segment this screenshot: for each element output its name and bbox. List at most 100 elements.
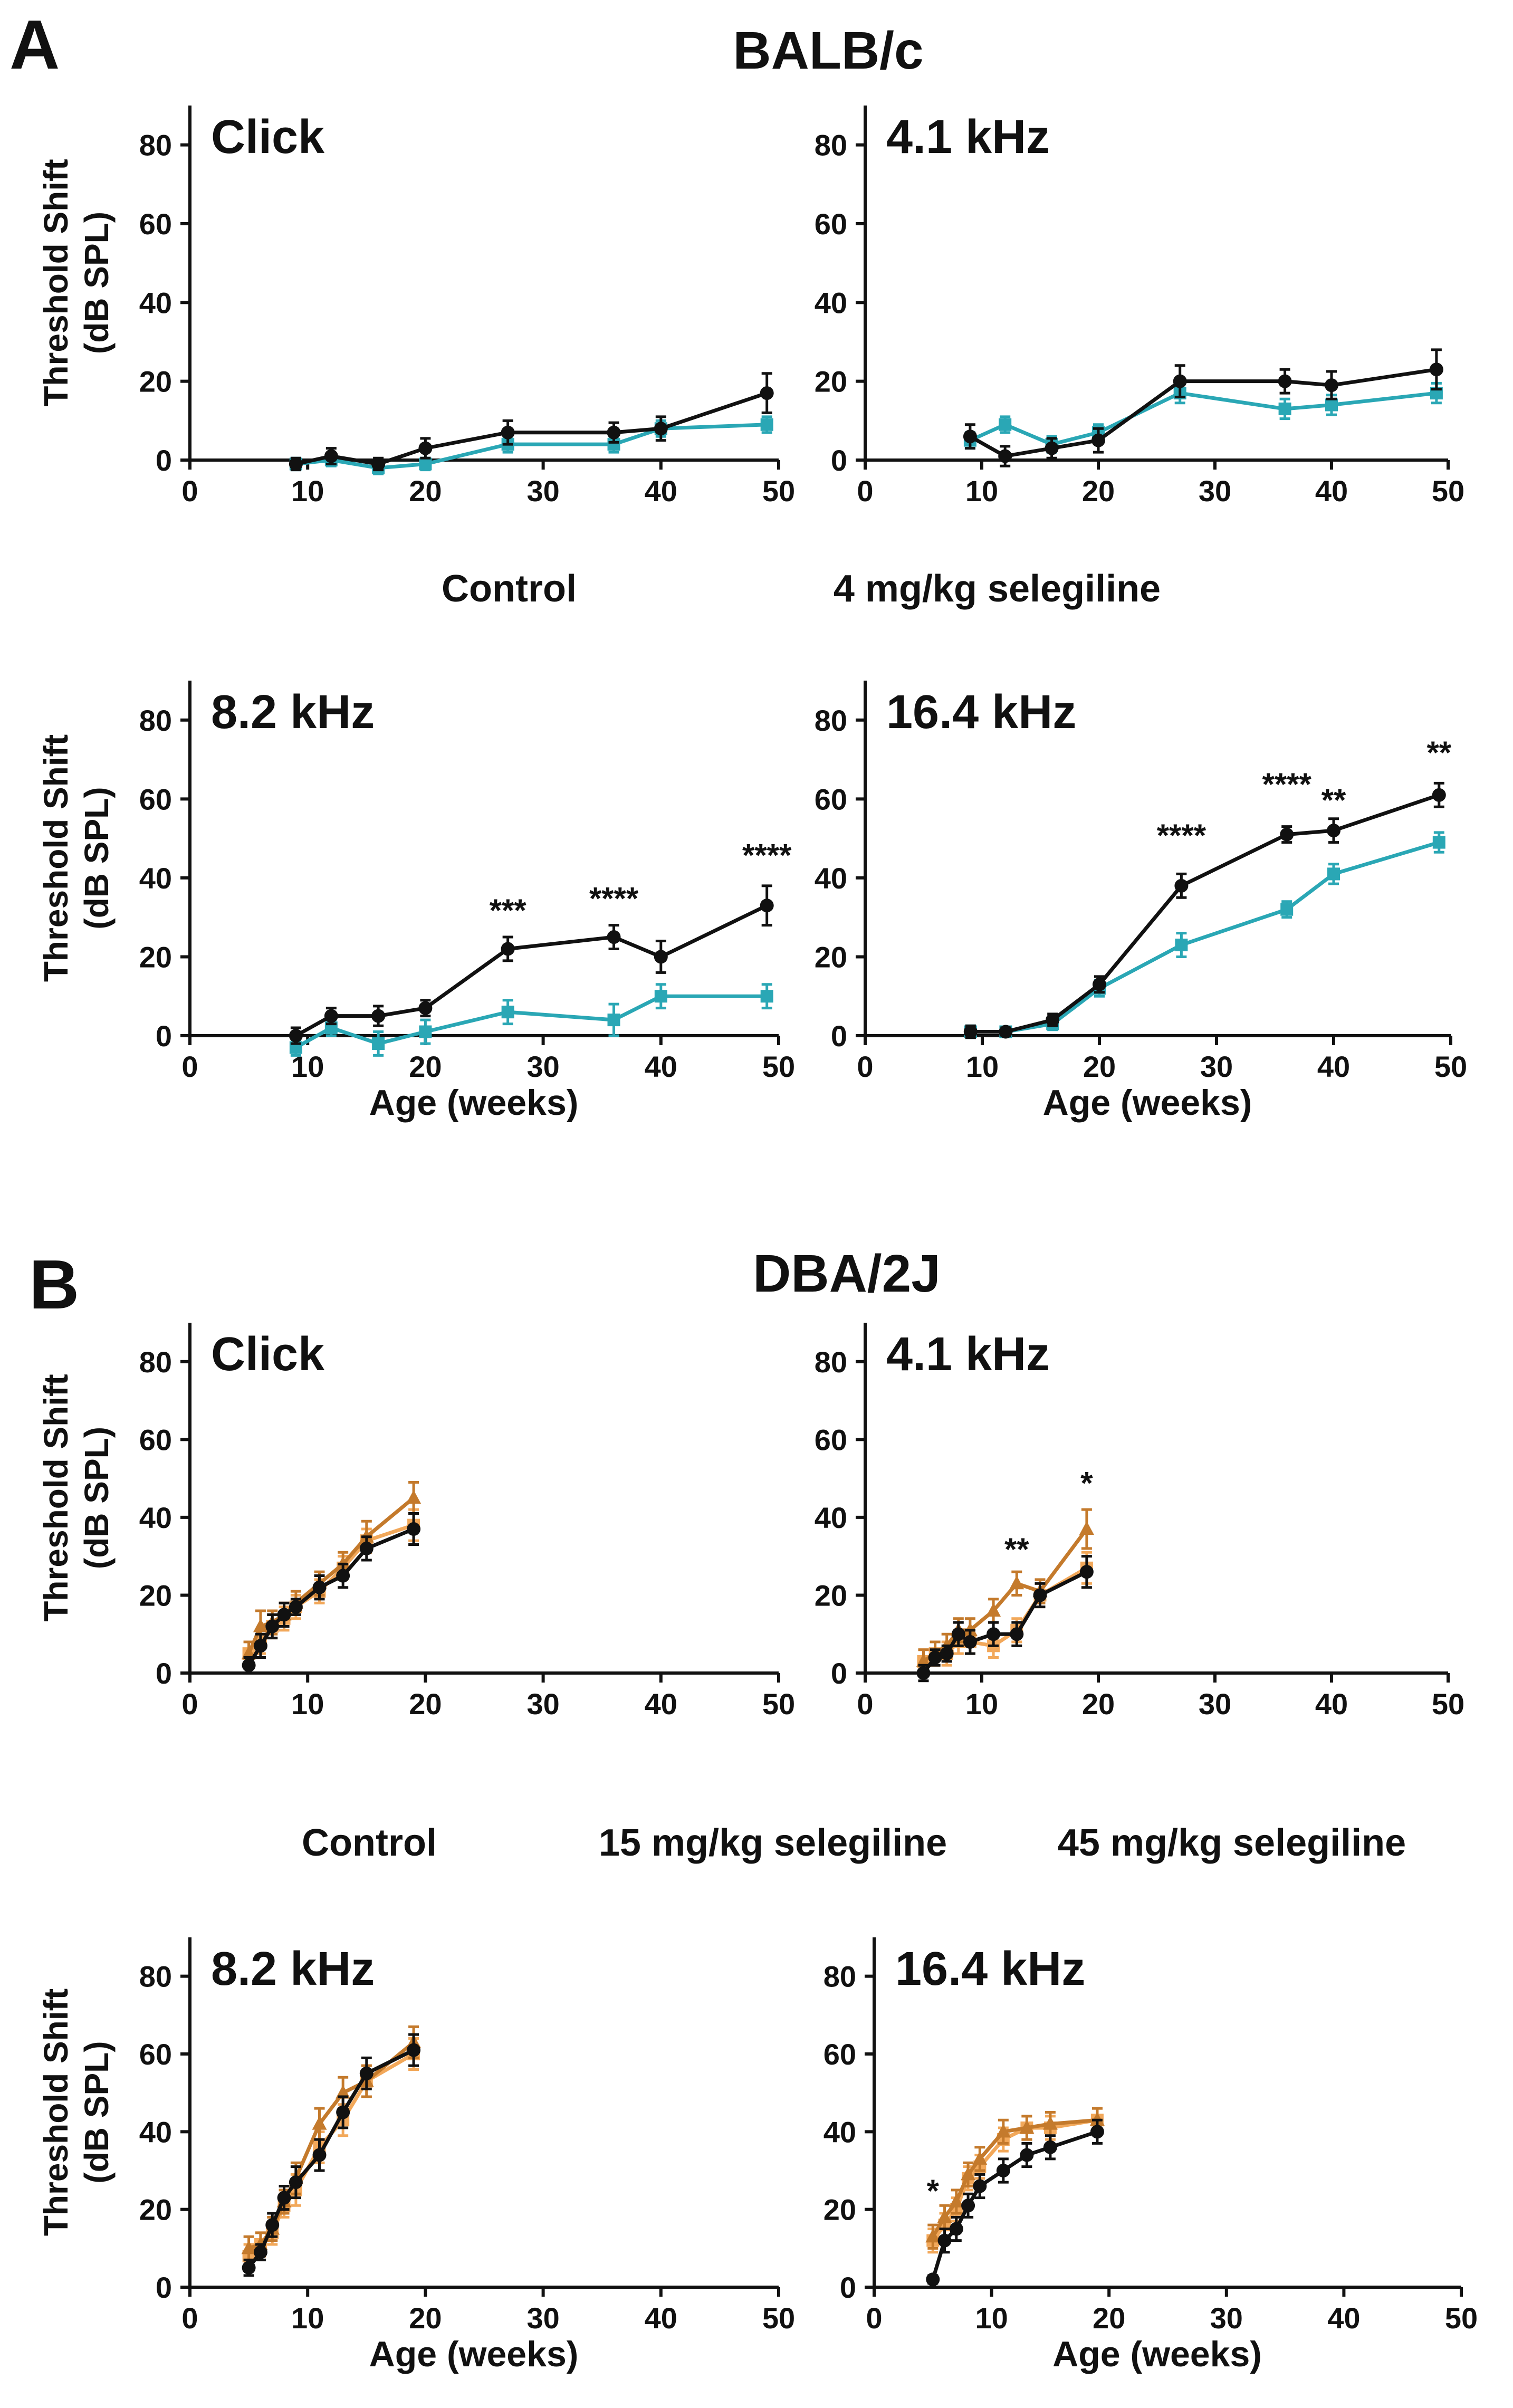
data-point (973, 2179, 987, 2193)
x-axis-label: Age (weeks) (369, 2334, 579, 2374)
data-point (1175, 939, 1188, 952)
x-tick-label: 10 (291, 2301, 324, 2335)
x-tick-label: 10 (965, 1687, 998, 1721)
significance-marker: *** (490, 893, 527, 928)
chart-title: 4.1 kHz (886, 1328, 1050, 1381)
data-point (419, 457, 432, 471)
series (289, 372, 774, 472)
y-tick-label: 40 (139, 862, 172, 895)
panel-a-legend: Control 4 mg/kg selegiline (442, 568, 1161, 610)
data-point (961, 2199, 975, 2213)
data-point (1327, 867, 1340, 881)
charts-container: 0 20 40 60 80 0 10 20 30 40 50 Click Threshold Shift… (37, 106, 1478, 2374)
y-tick-label: 80 (815, 1345, 847, 1379)
y-tick-label: 40 (139, 2115, 172, 2148)
y-tick-label: 80 (815, 129, 847, 162)
x-tick-label: 30 (1210, 2301, 1243, 2335)
x-tick-label: 40 (1317, 1050, 1350, 1083)
data-point (607, 930, 621, 944)
x-tick-label: 40 (1327, 2301, 1360, 2335)
data-point (289, 1600, 303, 1614)
series (242, 1512, 421, 1675)
data-point (1043, 2140, 1057, 2154)
x-tick-label: 40 (645, 2301, 677, 2335)
significance-marker: ** (1004, 1532, 1029, 1567)
y-tick-label: 0 (831, 1019, 847, 1053)
chart-title: 16.4 kHz (895, 1943, 1085, 1995)
data-point (987, 1627, 1001, 1641)
series (242, 1508, 420, 1667)
y-tick-label: 20 (139, 1579, 172, 1612)
data-point (925, 2229, 941, 2243)
y-tick-label: 80 (815, 704, 847, 737)
x-tick-label: 50 (762, 2301, 795, 2335)
data-point (1278, 402, 1291, 415)
data-point (607, 1014, 620, 1027)
series (289, 884, 774, 1045)
x-tick-label: 30 (526, 1050, 559, 1083)
y-tick-label: 40 (815, 1501, 847, 1534)
y-axis-label-units: (dB SPL) (78, 212, 116, 354)
data-point (312, 2148, 327, 2162)
data-point (1432, 836, 1445, 849)
data-point (996, 2164, 1010, 2177)
data-point (418, 441, 433, 455)
data-point (253, 2245, 267, 2259)
y-tick-label: 40 (139, 286, 172, 319)
y-tick-label: 0 (840, 2271, 856, 2304)
x-tick-label: 0 (857, 474, 873, 508)
data-point (419, 1025, 432, 1038)
significance-marker: **** (742, 837, 792, 873)
x-tick-label: 20 (1093, 2301, 1125, 2335)
data-point (501, 1006, 514, 1019)
chart-7: 0 20 40 60 80 0 10 20 30 40 50 8.2 kHz Threshold Shi… (37, 1937, 795, 2374)
data-point (371, 457, 386, 471)
x-tick-label: 50 (762, 474, 795, 508)
series-line (295, 423, 767, 470)
series (963, 381, 1443, 454)
chart-2: 0 20 40 60 80 0 10 20 30 40 50 4.1 kHz (815, 106, 1464, 508)
data-point (336, 1569, 350, 1583)
series (916, 1555, 1094, 1683)
data-point (760, 990, 773, 1003)
significance-marker: ** (1426, 735, 1451, 770)
data-point (289, 457, 303, 471)
data-point (407, 1522, 421, 1536)
data-point (654, 950, 668, 964)
x-axis-label: Age (weeks) (1052, 2334, 1262, 2374)
panel-a-strain-title: BALB/c (733, 21, 923, 80)
significance-marker: **** (589, 881, 639, 916)
panel-b-strain-title: DBA/2J (753, 1244, 941, 1303)
data-point (916, 1653, 931, 1667)
x-tick-label: 0 (866, 2301, 882, 2335)
x-tick-label: 30 (1199, 474, 1231, 508)
data-point (265, 1619, 280, 1633)
data-point (242, 1658, 256, 1673)
chart-1: 0 20 40 60 80 0 10 20 30 40 50 Click Threshold Shift… (37, 106, 795, 508)
y-tick-label: 40 (823, 2115, 856, 2148)
y-tick-label: 60 (815, 1423, 847, 1456)
data-point (607, 425, 621, 439)
data-point (359, 1541, 374, 1555)
x-tick-label: 0 (181, 474, 198, 508)
x-tick-label: 50 (1445, 2301, 1478, 2335)
data-point (1173, 374, 1187, 388)
data-point (501, 425, 515, 439)
chart-4: 0 20 40 60 80 0 10 20 30 40 50 16.4 kHz Age (weeks) *… (815, 681, 1467, 1123)
x-axis-label: Age (weeks) (369, 1083, 579, 1123)
data-point (312, 1580, 327, 1594)
data-point (999, 1025, 1013, 1039)
chart-title: 8.2 kHz (211, 1943, 375, 1995)
data-point (277, 2191, 291, 2205)
data-point (242, 2261, 256, 2275)
data-point (406, 1490, 422, 1504)
data-point (995, 2124, 1011, 2138)
data-point (1033, 1588, 1047, 1602)
data-point (963, 1635, 977, 1649)
x-tick-label: 40 (645, 1687, 677, 1721)
data-point (1079, 1521, 1094, 1535)
data-point (963, 429, 977, 444)
y-tick-label: 60 (139, 782, 172, 816)
y-axis-label-units: (dB SPL) (78, 787, 116, 929)
